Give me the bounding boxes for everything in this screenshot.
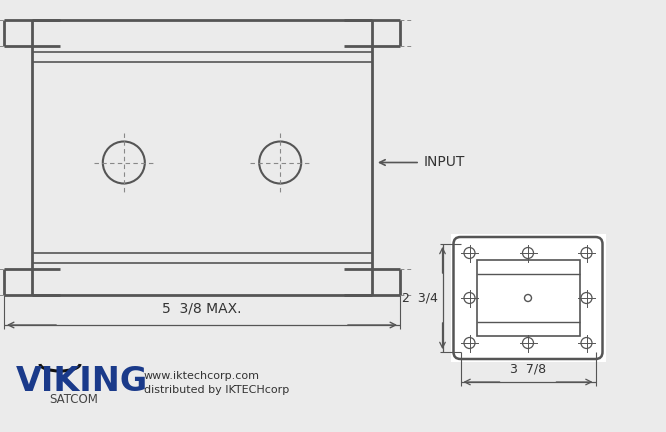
FancyBboxPatch shape [454,237,603,359]
Bar [450,234,605,362]
Text: distributed by IKTECHcorp: distributed by IKTECHcorp [144,385,289,395]
Text: 3  7/8: 3 7/8 [510,362,546,375]
Text: 2  3/4: 2 3/4 [402,292,438,305]
Text: INPUT: INPUT [424,156,466,169]
Bar [476,260,579,336]
Text: 5  3/8 MAX.: 5 3/8 MAX. [163,302,242,316]
Text: www.iktechcorp.com: www.iktechcorp.com [144,371,260,381]
Text: SATCOM: SATCOM [49,393,99,406]
Text: VIKING: VIKING [16,365,149,398]
